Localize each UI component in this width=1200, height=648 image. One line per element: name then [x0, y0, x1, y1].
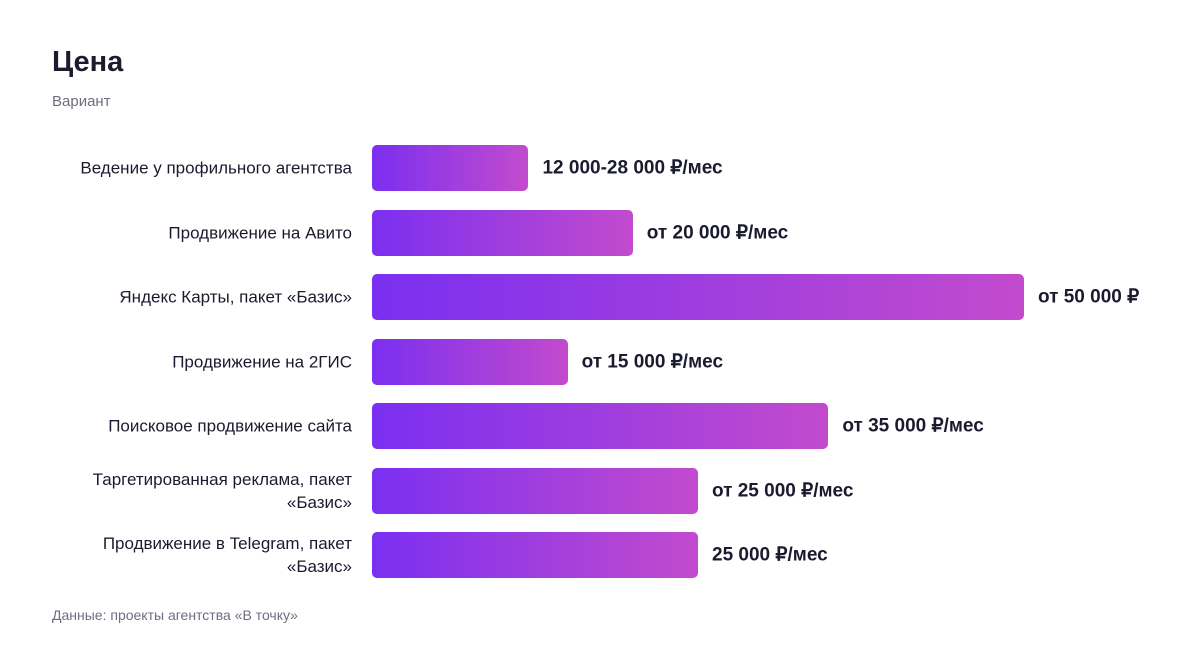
bar: [372, 532, 698, 578]
bar: [372, 145, 529, 191]
bar: [372, 467, 698, 514]
category-label: Таргетированная реклама, пакет «Базис»: [92, 469, 352, 512]
value-label: от 20 000 ₽/мес: [646, 222, 789, 243]
category-label: Продвижение на Авито: [168, 223, 352, 242]
bar: [372, 338, 568, 385]
bar: [372, 209, 633, 256]
category-label: Яндекс Карты, пакет «Базис»: [119, 287, 352, 307]
chart-title: Цена: [52, 46, 124, 78]
value-label: от 50 000 ₽: [1038, 286, 1140, 308]
category-label: Поисковое продвижение сайта: [108, 416, 352, 436]
value-label: от 35 000 ₽/мес: [842, 415, 984, 437]
bar: [372, 274, 1024, 320]
value-label: от 25 000 ₽/мес: [712, 480, 854, 501]
category-label: Ведение у профильного агентства: [80, 158, 352, 178]
value-label: 25 000 ₽/мес: [712, 544, 828, 566]
value-label: 12 000-28 000 ₽/мес: [542, 157, 723, 179]
category-label: Продвижение в Telegram, пакет «Базис»: [102, 534, 352, 576]
bar: [372, 403, 829, 449]
source-note: Данные: проекты агентства «В точку»: [52, 607, 298, 623]
category-label: Продвижение на 2ГИС: [172, 352, 352, 371]
value-label: от 15 000 ₽/мес: [581, 351, 724, 372]
chart-subtitle: Вариант: [52, 93, 111, 110]
